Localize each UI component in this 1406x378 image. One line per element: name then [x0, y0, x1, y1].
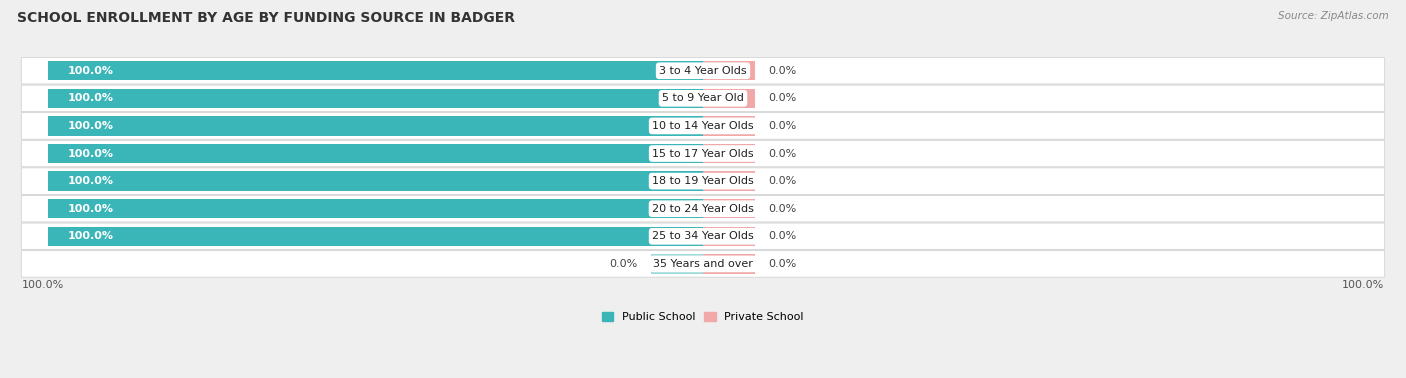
FancyBboxPatch shape — [21, 168, 1385, 194]
Text: 0.0%: 0.0% — [769, 93, 797, 103]
Text: 35 Years and over: 35 Years and over — [652, 259, 754, 269]
Text: 100.0%: 100.0% — [67, 176, 114, 186]
Text: 5 to 9 Year Old: 5 to 9 Year Old — [662, 93, 744, 103]
Bar — [48, 172, 703, 191]
Text: 18 to 19 Year Olds: 18 to 19 Year Olds — [652, 176, 754, 186]
Text: 100.0%: 100.0% — [67, 93, 114, 103]
Bar — [703, 61, 755, 81]
Bar — [703, 116, 755, 136]
Bar — [48, 116, 703, 136]
Text: 3 to 4 Year Olds: 3 to 4 Year Olds — [659, 66, 747, 76]
FancyBboxPatch shape — [21, 85, 1385, 112]
FancyBboxPatch shape — [21, 223, 1385, 249]
Bar — [48, 199, 703, 218]
Bar — [651, 254, 703, 274]
FancyBboxPatch shape — [21, 195, 1385, 222]
Legend: Public School, Private School: Public School, Private School — [598, 308, 808, 327]
Text: 25 to 34 Year Olds: 25 to 34 Year Olds — [652, 231, 754, 241]
FancyBboxPatch shape — [21, 57, 1385, 84]
Bar — [703, 89, 755, 108]
Text: 0.0%: 0.0% — [769, 176, 797, 186]
FancyBboxPatch shape — [21, 251, 1385, 277]
FancyBboxPatch shape — [21, 140, 1385, 167]
Text: 100.0%: 100.0% — [67, 121, 114, 131]
Text: 0.0%: 0.0% — [769, 231, 797, 241]
Text: 20 to 24 Year Olds: 20 to 24 Year Olds — [652, 204, 754, 214]
Text: 100.0%: 100.0% — [67, 204, 114, 214]
Text: 0.0%: 0.0% — [769, 149, 797, 158]
Text: 100.0%: 100.0% — [21, 280, 63, 290]
Bar — [703, 144, 755, 163]
Text: 0.0%: 0.0% — [769, 259, 797, 269]
Text: 100.0%: 100.0% — [67, 231, 114, 241]
Text: 0.0%: 0.0% — [769, 121, 797, 131]
Bar — [48, 61, 703, 81]
Text: SCHOOL ENROLLMENT BY AGE BY FUNDING SOURCE IN BADGER: SCHOOL ENROLLMENT BY AGE BY FUNDING SOUR… — [17, 11, 515, 25]
Text: 10 to 14 Year Olds: 10 to 14 Year Olds — [652, 121, 754, 131]
Bar — [48, 227, 703, 246]
Bar — [48, 89, 703, 108]
Text: 100.0%: 100.0% — [67, 149, 114, 158]
Bar — [48, 144, 703, 163]
Text: 15 to 17 Year Olds: 15 to 17 Year Olds — [652, 149, 754, 158]
Text: Source: ZipAtlas.com: Source: ZipAtlas.com — [1278, 11, 1389, 21]
Text: 0.0%: 0.0% — [769, 66, 797, 76]
Text: 100.0%: 100.0% — [1343, 280, 1385, 290]
Text: 0.0%: 0.0% — [769, 204, 797, 214]
FancyBboxPatch shape — [21, 113, 1385, 139]
Bar — [703, 172, 755, 191]
Bar — [703, 227, 755, 246]
Bar — [703, 254, 755, 274]
Text: 0.0%: 0.0% — [609, 259, 637, 269]
Bar — [703, 199, 755, 218]
Text: 100.0%: 100.0% — [67, 66, 114, 76]
